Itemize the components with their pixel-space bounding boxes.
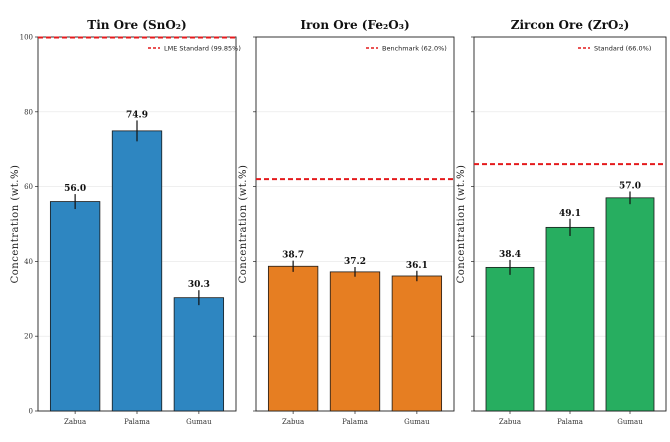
x-tick-label: Gumau <box>404 418 430 426</box>
panel-3: Concentration (wt.%) Zircon Ore (ZrO₂) 38.… <box>456 18 667 426</box>
y-tick-label: 60 <box>24 183 33 191</box>
bar-gumau <box>605 197 655 412</box>
bar-gumau <box>173 297 225 412</box>
value-label: 49.1 <box>559 209 581 219</box>
panel-2: Concentration (wt.%) Iron Ore (Fe₂O₃) 38.7… <box>238 18 455 426</box>
legend-label: Benchmark (62.0%) <box>382 44 447 52</box>
value-label: 56.0 <box>64 184 86 194</box>
bar-palama <box>545 226 595 412</box>
x-tick-label: Palama <box>124 418 150 426</box>
bar-palama <box>111 130 163 412</box>
y-axis-label: Concentration (wt.%) <box>456 165 467 284</box>
y-axis-label: Concentration (wt.%) <box>10 165 21 284</box>
y-axis-label: Concentration (wt.%) <box>238 165 249 284</box>
bar-zabua <box>485 266 535 412</box>
x-tick-label: Palama <box>557 418 583 426</box>
y-tick-label: 40 <box>24 258 33 266</box>
value-label: 37.2 <box>344 257 366 267</box>
legend: Benchmark (62.0%) <box>366 44 447 52</box>
value-label: 36.1 <box>406 261 428 271</box>
chart-title: Iron Ore (Fe₂O₃) <box>300 18 409 32</box>
chart-title: Tin Ore (SnO₂) <box>87 18 186 32</box>
x-tick-label: Zabua <box>64 418 86 426</box>
panel-1: 0 20 40 60 80 100 Concentration (wt.%) Tin Ore … <box>10 18 241 426</box>
y-tick-label: 0 <box>29 408 33 416</box>
bar-palama <box>329 271 381 412</box>
x-tick-label: Palama <box>342 418 368 426</box>
value-label: 57.0 <box>619 181 641 191</box>
legend-label: Standard (66.0%) <box>594 44 651 52</box>
y-tick-label: 100 <box>20 34 33 42</box>
bar-gumau <box>391 275 443 412</box>
legend: Standard (66.0%) <box>578 44 651 52</box>
value-label: 30.3 <box>188 280 210 290</box>
bar-zabua <box>267 265 319 412</box>
value-label: 38.4 <box>499 250 521 260</box>
x-tick-label: Zabua <box>499 418 521 426</box>
legend: LME Standard (99.85%) <box>148 44 241 52</box>
x-tick-label: Gumau <box>617 418 643 426</box>
x-tick-label: Zabua <box>282 418 304 426</box>
bar-zabua <box>49 201 101 412</box>
value-label: 74.9 <box>126 110 148 120</box>
legend-label: LME Standard (99.85%) <box>164 44 241 52</box>
value-label: 38.7 <box>282 251 304 261</box>
y-tick-label: 80 <box>24 108 33 116</box>
y-tick-label: 20 <box>24 333 33 341</box>
chart-title: Zircon Ore (ZrO₂) <box>511 18 630 32</box>
x-tick-label: Gumau <box>186 418 212 426</box>
